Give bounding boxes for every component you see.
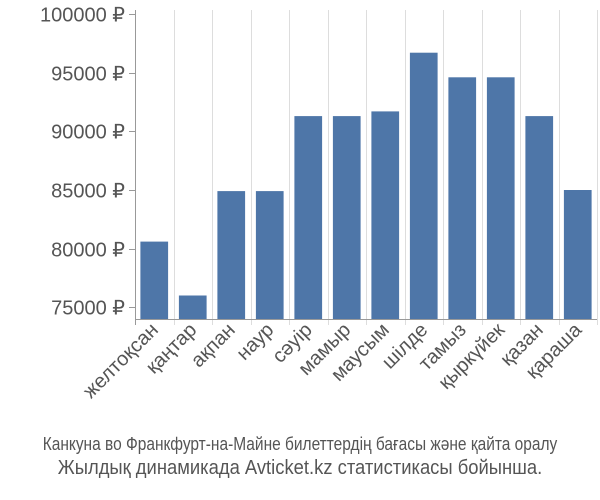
bar bbox=[178, 295, 207, 319]
y-tick-label: 95000 ₽ bbox=[51, 64, 125, 86]
bar bbox=[217, 191, 246, 319]
bar bbox=[294, 116, 323, 319]
x-tick-label: ақпан bbox=[187, 319, 240, 372]
y-tick-label: 100000 ₽ bbox=[40, 5, 125, 27]
bar bbox=[371, 111, 400, 320]
x-tick-label: наур bbox=[232, 319, 278, 365]
bar-chart: 75000 ₽ 80000 ₽ 85000 ₽ 90000 ₽ 95000 ₽ 10000… bbox=[40, 5, 598, 403]
bar bbox=[563, 190, 592, 319]
y-tick-label: 90000 ₽ bbox=[51, 122, 125, 144]
bar bbox=[448, 77, 477, 319]
bar bbox=[409, 52, 438, 319]
bar bbox=[486, 77, 515, 319]
chart-caption-line-2: Жылдық динамикада Avticket.kz статистика… bbox=[57, 457, 543, 479]
bar bbox=[140, 241, 169, 319]
y-tick-label: 75000 ₽ bbox=[51, 298, 125, 320]
bar bbox=[332, 116, 361, 319]
bar bbox=[255, 191, 284, 319]
chart-caption-line-1: Канкуна во Франкфурт-на-Майне билеттерді… bbox=[42, 434, 558, 454]
bar bbox=[525, 116, 554, 319]
y-tick-label: 85000 ₽ bbox=[51, 181, 125, 203]
y-tick-label: 80000 ₽ bbox=[51, 240, 125, 262]
